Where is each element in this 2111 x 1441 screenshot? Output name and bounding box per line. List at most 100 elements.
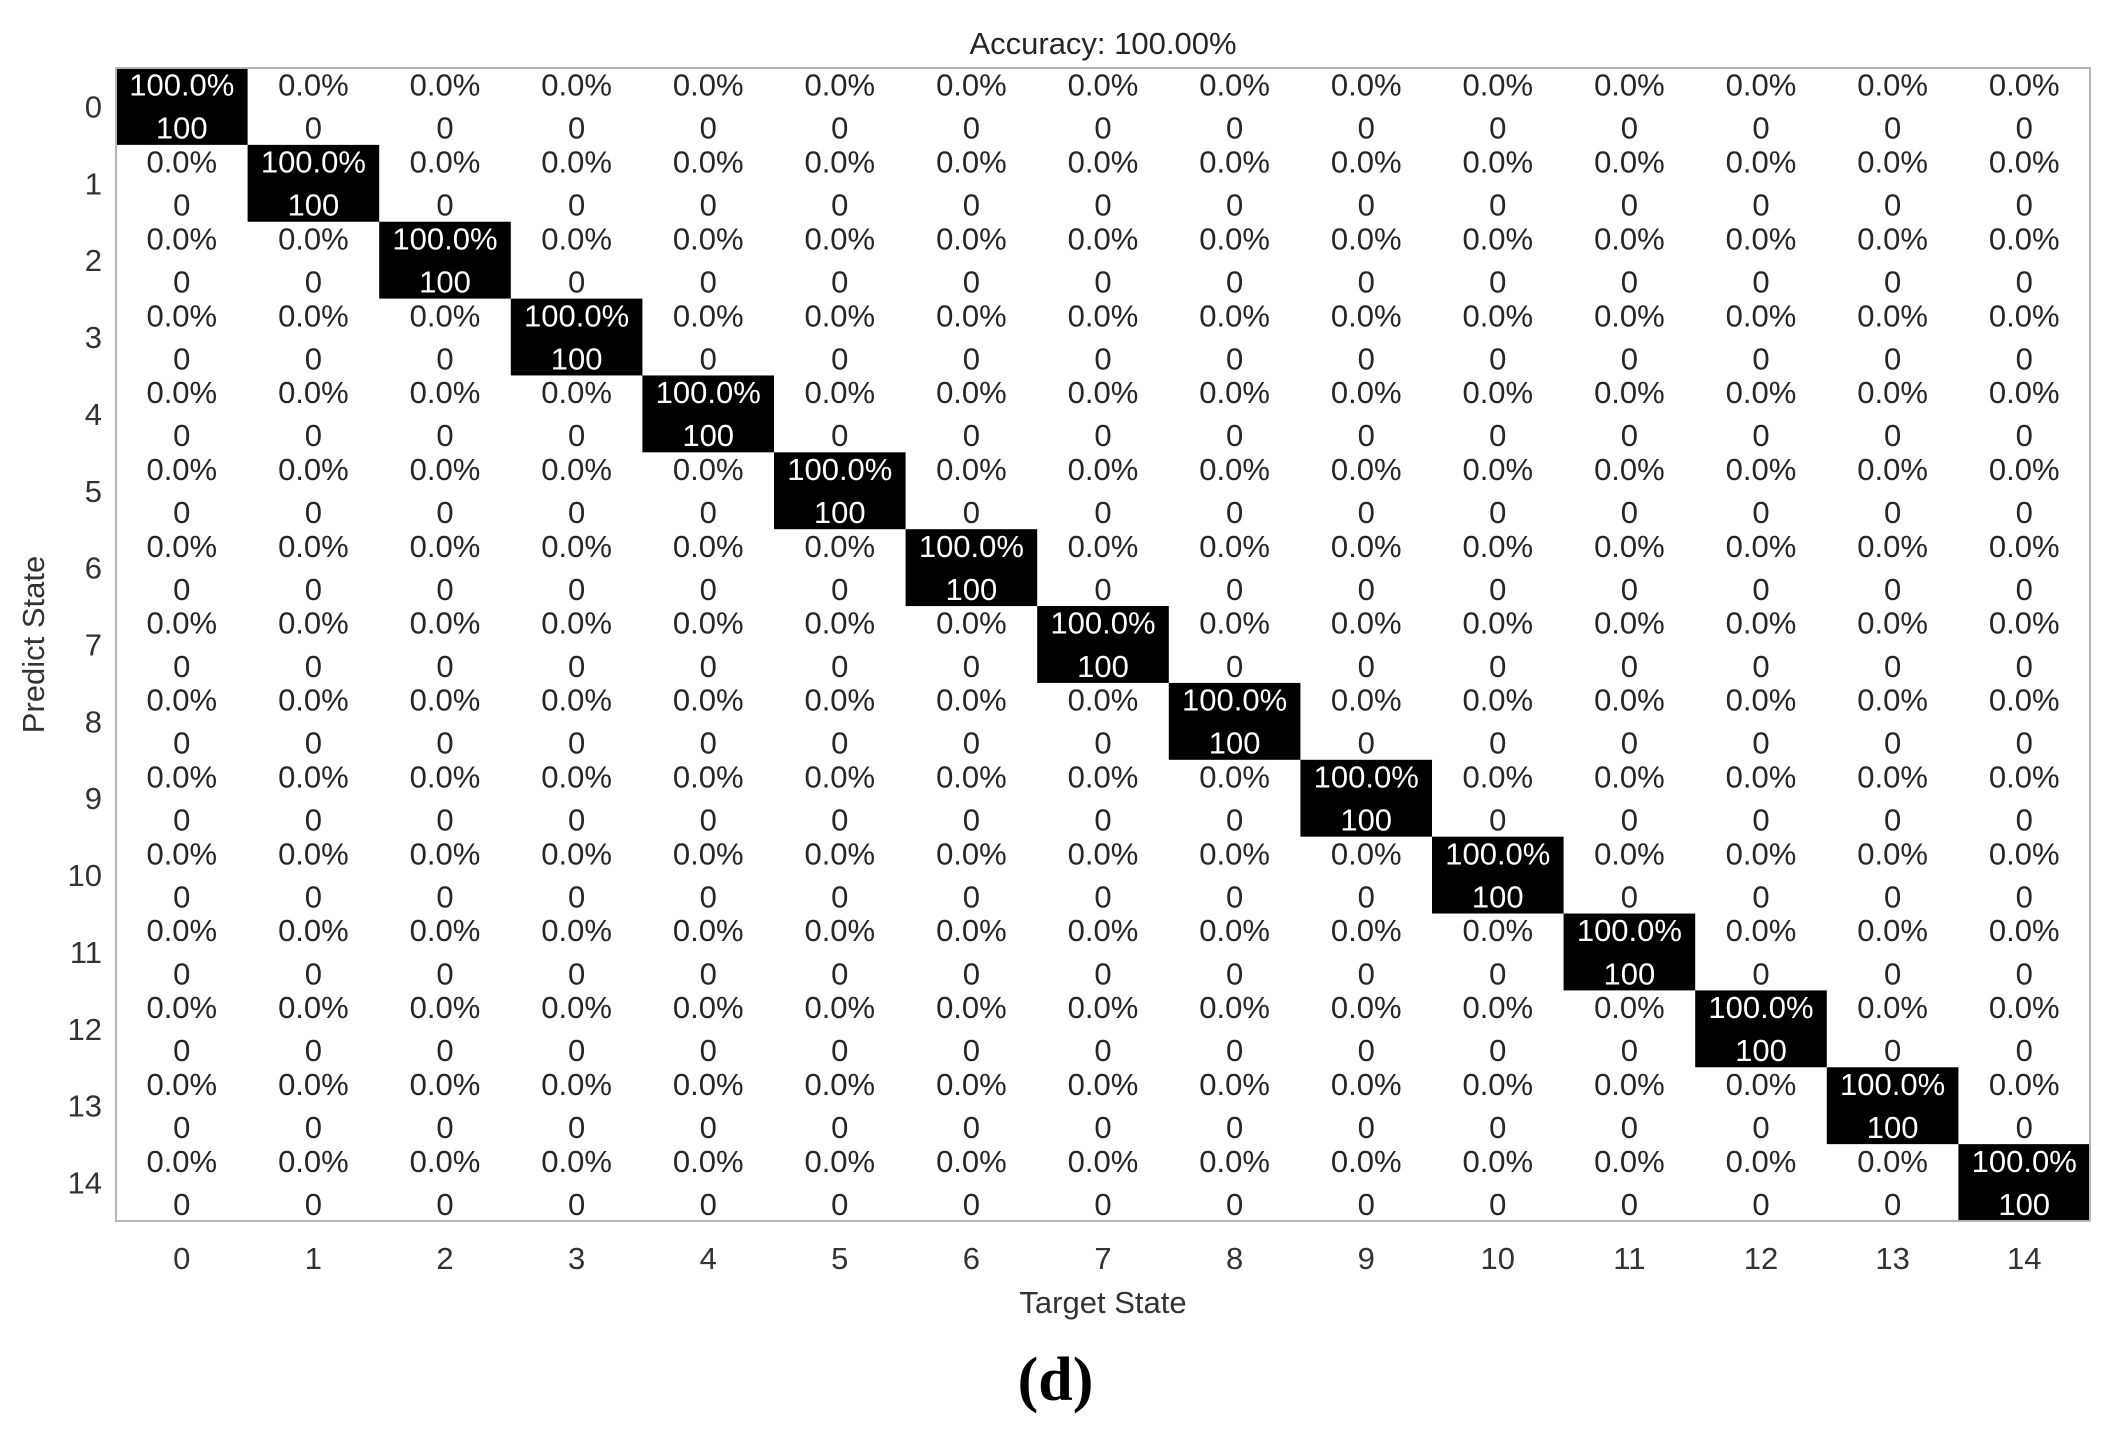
heatmap-cell bbox=[1826, 298, 1959, 376]
cell-count-label: 0 bbox=[700, 495, 717, 530]
heatmap-cell bbox=[1432, 759, 1565, 838]
cell-percent-label: 0.0% bbox=[1199, 1144, 1270, 1179]
cell-percent-label: 100.0% bbox=[1840, 1067, 1945, 1102]
plot-frame bbox=[115, 67, 2091, 1222]
cell-count-label: 0 bbox=[173, 188, 190, 223]
cell-count-label: 0 bbox=[1094, 495, 1111, 530]
cell-count-label: 0 bbox=[305, 1110, 322, 1145]
cell-count-label: 100 bbox=[814, 495, 866, 530]
cell-percent-label: 0.0% bbox=[1989, 145, 2060, 180]
cell-count-label: 0 bbox=[2016, 495, 2033, 530]
cell-count-label: 0 bbox=[700, 956, 717, 991]
heatmap-cell bbox=[379, 221, 512, 300]
heatmap-cell bbox=[1695, 375, 1828, 453]
heatmap-cell bbox=[1563, 221, 1696, 300]
cell-count-label: 0 bbox=[1489, 418, 1506, 453]
cell-count-label: 0 bbox=[1489, 1110, 1506, 1145]
x-tick-label: 2 bbox=[436, 1241, 453, 1276]
cell-percent-label: 0.0% bbox=[936, 683, 1007, 718]
cell-percent-label: 0.0% bbox=[1594, 68, 1665, 103]
cell-percent-label: 0.0% bbox=[146, 452, 217, 487]
cell-count-label: 100 bbox=[1998, 1187, 2050, 1222]
cell-percent-label: 0.0% bbox=[804, 529, 875, 564]
heatmap-cell bbox=[905, 682, 1038, 761]
cell-percent-label: 0.0% bbox=[1462, 990, 1533, 1025]
cell-count-label: 100 bbox=[156, 111, 208, 146]
cell-count-label: 0 bbox=[436, 956, 453, 991]
cell-percent-label: 0.0% bbox=[1726, 529, 1797, 564]
y-tick-label: 3 bbox=[85, 320, 102, 355]
heatmap-cell bbox=[1563, 1144, 1696, 1222]
cell-count-label: 0 bbox=[1489, 111, 1506, 146]
cell-count-label: 0 bbox=[700, 264, 717, 299]
heatmap-cell bbox=[1432, 452, 1565, 530]
cell-percent-label: 0.0% bbox=[1726, 452, 1797, 487]
cell-percent-label: 0.0% bbox=[1594, 606, 1665, 641]
cell-count-label: 0 bbox=[1752, 495, 1769, 530]
heatmap-cell bbox=[1168, 1067, 1301, 1145]
heatmap-cell bbox=[1563, 529, 1696, 607]
cell-percent-label: 0.0% bbox=[541, 1144, 612, 1179]
cell-count-label: 0 bbox=[831, 1033, 848, 1068]
heatmap-cell bbox=[1432, 682, 1565, 761]
cell-percent-label: 0.0% bbox=[1857, 606, 1928, 641]
cell-count-label: 0 bbox=[1621, 1110, 1638, 1145]
cell-percent-label: 0.0% bbox=[146, 529, 217, 564]
heatmap-cell bbox=[905, 68, 1038, 146]
heatmap-cell bbox=[642, 375, 775, 453]
cell-count-label: 0 bbox=[1621, 264, 1638, 299]
cell-count-label: 0 bbox=[1226, 1187, 1243, 1222]
cell-count-label: 0 bbox=[2016, 111, 2033, 146]
heatmap-cell bbox=[379, 1067, 512, 1145]
cell-count-label: 0 bbox=[173, 1187, 190, 1222]
heatmap-cell bbox=[1826, 1067, 1959, 1145]
cell-percent-label: 0.0% bbox=[1462, 375, 1533, 410]
cell-count-label: 100 bbox=[419, 264, 471, 299]
heatmap-cell bbox=[1037, 1144, 1170, 1222]
cell-count-label: 0 bbox=[568, 1187, 585, 1222]
cell-count-label: 0 bbox=[831, 418, 848, 453]
heatmap-cell bbox=[1168, 913, 1301, 991]
cell-count-label: 0 bbox=[1752, 418, 1769, 453]
cell-percent-label: 0.0% bbox=[804, 375, 875, 410]
heatmap-cell bbox=[116, 529, 249, 607]
heatmap-cell bbox=[1300, 144, 1433, 223]
cell-percent-label: 0.0% bbox=[1068, 452, 1139, 487]
cell-percent-label: 0.0% bbox=[1199, 375, 1270, 410]
cell-count-label: 0 bbox=[568, 803, 585, 838]
heatmap-cell bbox=[1168, 452, 1301, 530]
cell-percent-label: 0.0% bbox=[673, 606, 744, 641]
heatmap-cell bbox=[1826, 375, 1959, 453]
cell-count-label: 0 bbox=[173, 726, 190, 761]
cell-count-label: 0 bbox=[1621, 1033, 1638, 1068]
cell-count-label: 0 bbox=[173, 495, 190, 530]
heatmap-cell bbox=[1563, 913, 1696, 991]
cell-count-label: 0 bbox=[1621, 188, 1638, 223]
y-tick-label: 0 bbox=[85, 89, 102, 124]
heatmap-cell bbox=[774, 452, 907, 530]
cell-percent-label: 0.0% bbox=[1857, 298, 1928, 333]
cell-percent-label: 0.0% bbox=[673, 452, 744, 487]
cell-percent-label: 0.0% bbox=[1989, 221, 2060, 256]
x-tick-label: 13 bbox=[1875, 1241, 1909, 1276]
cell-count-label: 0 bbox=[1489, 1033, 1506, 1068]
cell-count-label: 0 bbox=[568, 956, 585, 991]
cell-percent-label: 0.0% bbox=[1857, 1144, 1928, 1179]
cell-count-label: 0 bbox=[963, 264, 980, 299]
x-tick-label: 5 bbox=[831, 1241, 848, 1276]
cell-percent-label: 0.0% bbox=[146, 683, 217, 718]
cell-percent-label: 100.0% bbox=[1577, 913, 1682, 948]
heatmap-cell bbox=[247, 375, 380, 453]
cell-percent-label: 0.0% bbox=[1068, 1067, 1139, 1102]
cell-count-label: 0 bbox=[1226, 1033, 1243, 1068]
cell-count-label: 0 bbox=[1094, 341, 1111, 376]
cell-percent-label: 0.0% bbox=[1462, 759, 1533, 794]
heatmap-cell bbox=[1432, 529, 1565, 607]
heatmap-cell bbox=[1958, 913, 2091, 991]
heatmap-cell bbox=[379, 759, 512, 838]
cell-count-label: 100 bbox=[1867, 1110, 1919, 1145]
cell-percent-label: 0.0% bbox=[541, 529, 612, 564]
cell-percent-label: 0.0% bbox=[146, 990, 217, 1025]
cell-percent-label: 0.0% bbox=[804, 683, 875, 718]
heatmap-cell bbox=[1958, 221, 2091, 300]
